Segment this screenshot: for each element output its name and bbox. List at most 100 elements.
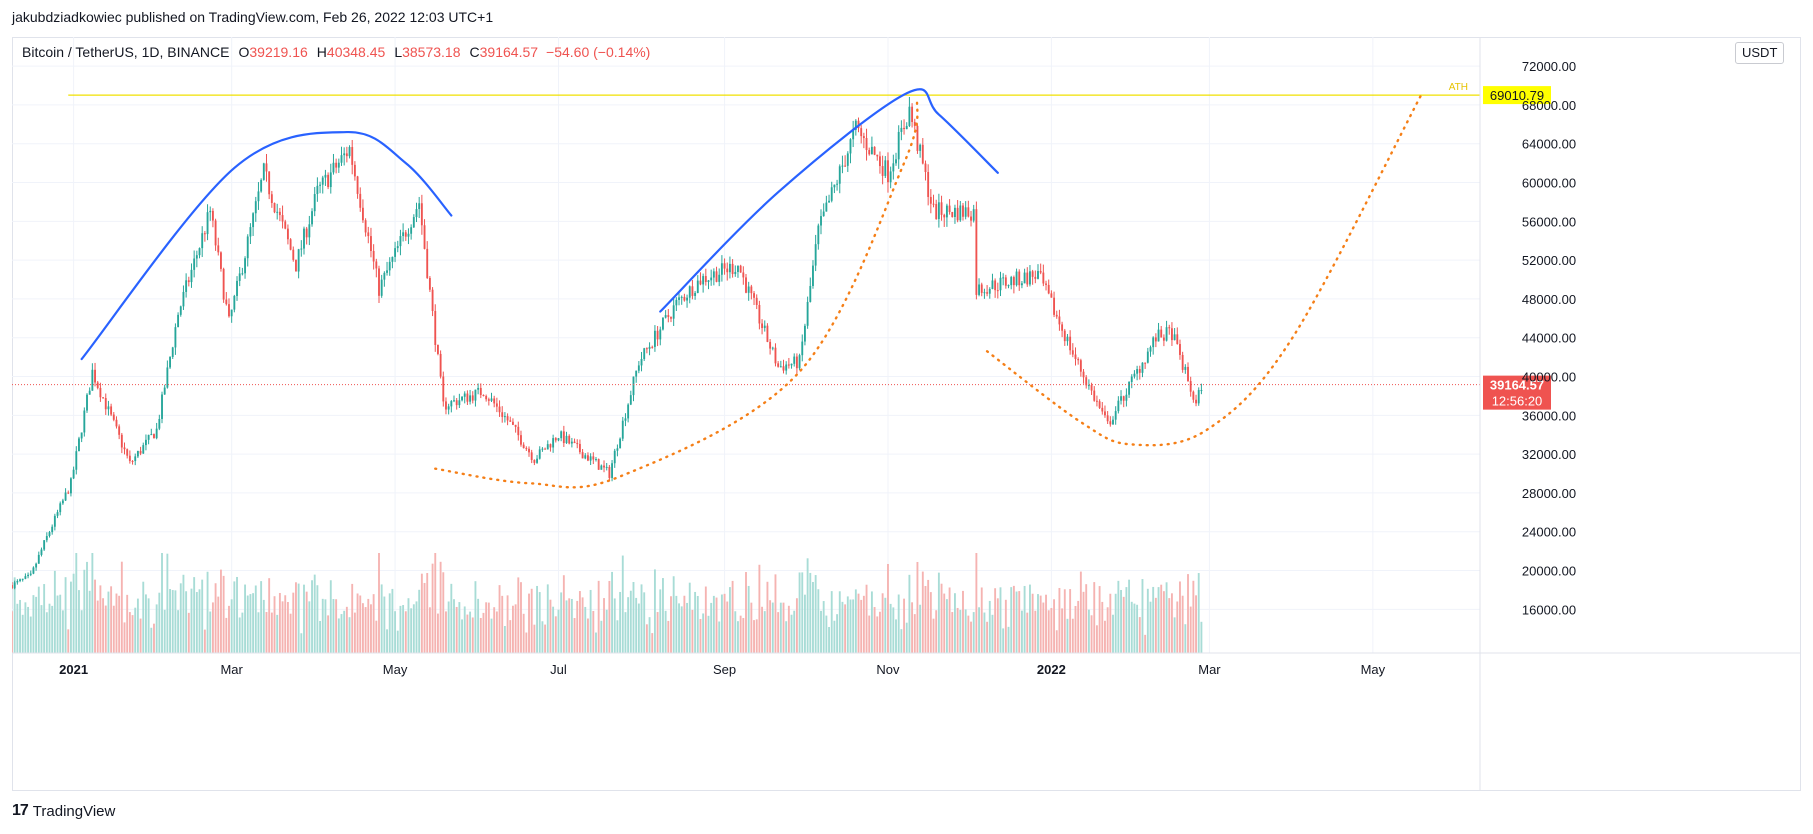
candle-body [822,211,825,217]
candle-body [994,280,997,291]
candle-body [439,353,442,377]
volume-bar [1095,625,1098,653]
candle-body [482,394,485,397]
volume-bar [252,593,255,653]
candle-body [72,469,75,479]
candle-body [305,228,308,238]
candle-body [32,567,35,574]
candle-body [600,465,603,470]
candle-body [929,196,932,204]
x-tick-label: May [1361,662,1386,677]
candle-body [712,271,715,278]
candle-body [846,153,849,166]
volume-bar [597,580,600,653]
candle-body [774,347,777,364]
arc-top-0 [80,130,453,361]
candle-body [431,289,434,311]
candle-body [1125,394,1128,401]
volume-bar [1010,587,1013,653]
candle-body [498,406,501,413]
candle-body [948,205,951,213]
candle-body [562,431,565,444]
candle-body [351,147,354,165]
candle-body [134,456,137,462]
candle-body [383,272,386,280]
candle-body [75,451,78,470]
symbol-name[interactable]: Bitcoin / TetherUS, 1D, BINANCE [22,44,230,60]
volume-bar [846,596,849,653]
candle-body [667,315,670,318]
candle-body [1117,400,1120,412]
candle-body [881,166,884,176]
volume-bar [1195,595,1197,653]
candle-body [632,376,635,396]
volume-bar [854,589,857,653]
candle-body [1136,369,1139,374]
volume-bar [828,627,830,653]
volume-bar [201,579,204,653]
candle-body [303,228,305,249]
volume-bar [999,587,1002,653]
volume-bar [1047,610,1050,653]
volume-bar [860,599,863,653]
candle-body [1047,284,1050,294]
candle-body [619,438,622,449]
candle-body [696,280,699,293]
volume-bar [514,604,517,653]
candle-body [420,203,423,226]
volume-bar [512,605,514,653]
volume-bar [795,598,798,653]
candle-body [335,162,338,168]
volume-bar [179,583,182,653]
candle-body [51,526,54,533]
candle-body [43,540,46,550]
volume-bar [1189,606,1192,653]
volume-bar [595,632,597,653]
y-tick-label: 24000.00 [1522,525,1576,540]
y-tick-label: 16000.00 [1522,602,1576,617]
candle-body [1093,390,1096,401]
volume-bar [169,589,171,653]
volume-bar [825,615,828,653]
volume-bar [91,553,94,653]
symbol-legend: Bitcoin / TetherUS, 1D, BINANCE O39219.16… [22,44,650,60]
candle-body [945,205,948,218]
volume-bar [975,553,978,653]
candle-body [332,162,335,173]
candle-body [873,146,876,155]
volume-bar [380,584,383,653]
volume-bar [479,617,482,653]
candle-body [120,434,123,448]
volume-bar [297,583,300,653]
volume-bar [1007,626,1010,653]
volume-bar [1061,608,1064,653]
candle-body [587,455,589,461]
y-tick-label: 68000.00 [1522,98,1576,113]
tradingview-footer[interactable]: 17 TradingView [12,802,115,820]
x-tick-label: Mar [1198,662,1221,677]
candle-body [694,292,697,296]
volume-bar [439,561,442,653]
volume-bar [61,610,64,653]
volume-bar [463,606,466,653]
candle-body [801,341,804,356]
candle-body [48,532,51,537]
candle-body [311,211,313,225]
volume-bar [1093,582,1096,653]
volume-bar [289,613,292,653]
candle-body [970,216,972,221]
volume-bar [581,597,584,653]
candle-body [236,280,238,296]
candle-body [640,358,643,366]
currency-button[interactable]: USDT [1735,42,1785,64]
volume-bar [359,595,362,653]
volume-bar [195,592,198,653]
candle-body [458,400,461,406]
volume-bar [458,602,461,653]
candle-body [1176,334,1179,345]
volume-bar [648,617,651,653]
volume-bar [897,594,900,653]
volume-bar [335,599,338,653]
